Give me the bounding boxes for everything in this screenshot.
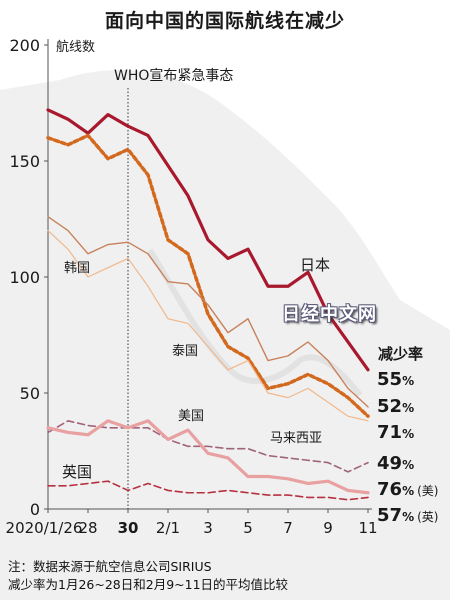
y-axis-title: 航线数 (56, 39, 95, 55)
reduction-value-1: 55% (377, 369, 414, 390)
map-coastline (147, 248, 363, 397)
series-line-3 (47, 215, 369, 408)
series-label-5: 马来西亚 (270, 431, 322, 446)
watermark-logo: 日经中文网 (282, 304, 377, 325)
reduction-value-2: 52% (377, 396, 414, 417)
who-annotation-label: WHO宣布紧急事态 (114, 68, 233, 84)
series-line-6 (46, 419, 370, 495)
x-tick-label: 30 (118, 519, 139, 537)
series-label-1: 日本 (300, 256, 330, 274)
reduction-value-4: 49% (377, 453, 414, 474)
y-tick-label: 200 (9, 36, 40, 55)
series-label-6: 美国 (178, 409, 204, 424)
x-tick-label: 7 (283, 519, 293, 537)
y-tick-label: 150 (9, 152, 40, 171)
x-tick-label: 5 (243, 519, 253, 537)
method-note: 减少率为1月26~28日和2月9~11日的平均值比较 (8, 577, 289, 592)
series-line-1 (46, 108, 370, 372)
x-tick-label: 28 (78, 519, 97, 537)
reduction-header: 减少率 (378, 345, 423, 363)
source-note: 注：数据来源于航空信息公司SIRIUS (8, 559, 212, 574)
series-line-2 (46, 133, 370, 418)
x-tick-label: 9 (323, 519, 333, 537)
chart-title: 面向中国的国际航线在减少 (104, 10, 345, 32)
reduction-value-6: 57% (英) (377, 505, 438, 526)
series-line-4 (47, 230, 369, 422)
reduction-value-3: 71% (377, 422, 414, 443)
x-tick-label: 11 (358, 519, 377, 537)
reduction-value-5: 76% (美) (377, 479, 438, 500)
series-label-4: 泰国 (172, 344, 198, 359)
x-tick-label: 2/1 (156, 519, 180, 537)
x-tick-label: 3 (203, 519, 213, 537)
y-tick-label: 50 (20, 384, 40, 403)
series-line-7 (47, 480, 369, 501)
series-label-3: 韩国 (64, 261, 90, 276)
y-tick-label: 100 (9, 268, 40, 287)
y-tick-label: 0 (30, 500, 40, 519)
series-label-7: 英国 (62, 463, 92, 481)
x-tick-label: 2020/1/26 (6, 519, 83, 537)
